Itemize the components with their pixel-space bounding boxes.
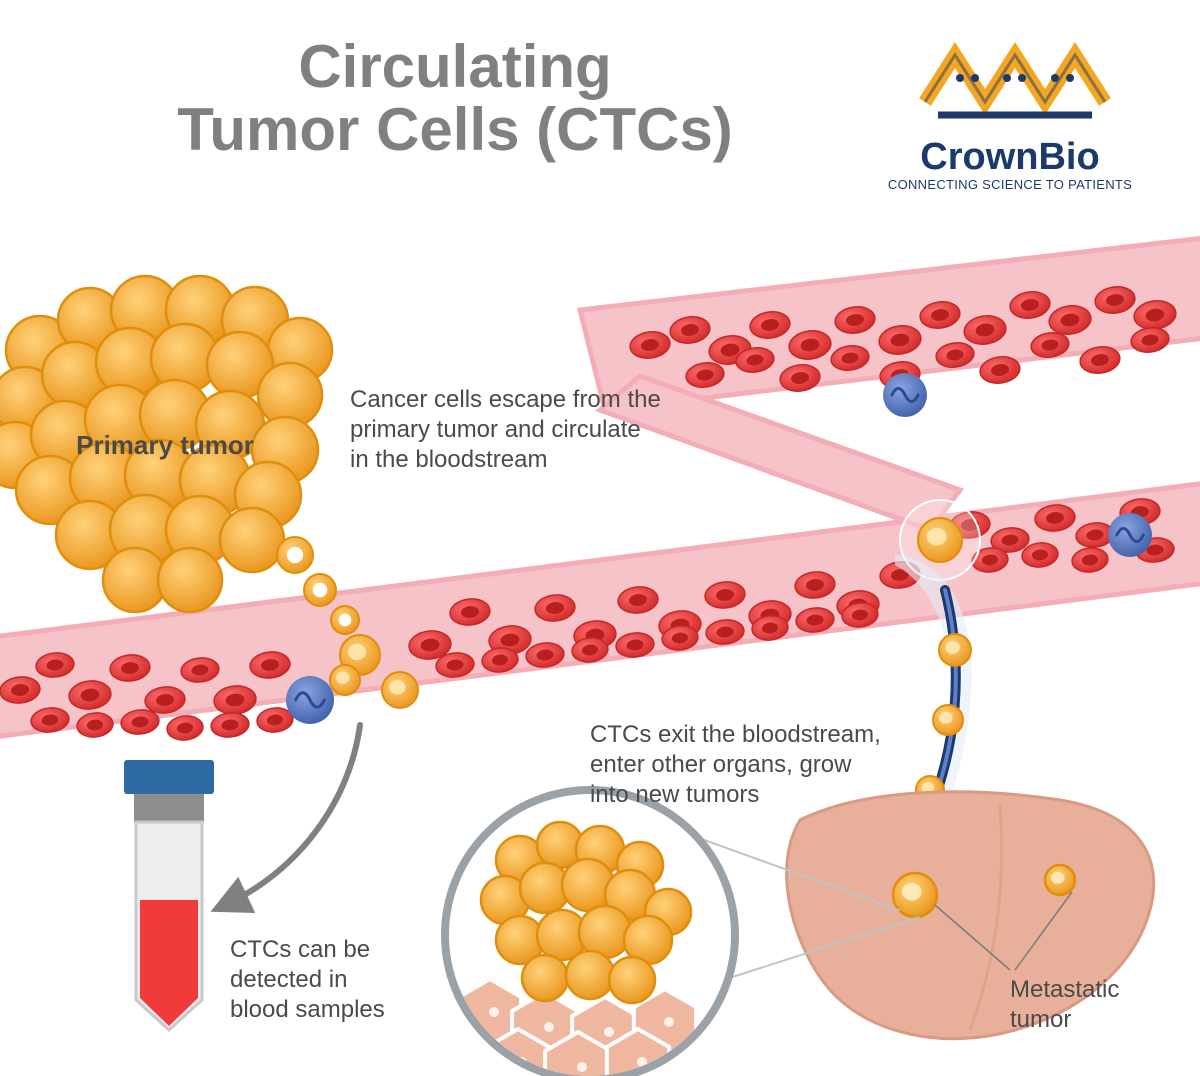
metastatic-tumor-label: Metastatictumor [1010,975,1119,1035]
caption-detect: CTCs can bedetected inblood samples [230,935,385,1025]
caption-exit: CTCs exit the bloodstream,enter other or… [590,720,881,810]
caption-escape: Cancer cells escape from theprimary tumo… [350,385,661,475]
primary-tumor-label: Primary tumor [55,430,275,461]
zoom-detail [445,790,735,1076]
infographic-stage: Circulating Tumor Cells (CTCs) CrownBio … [0,0,1200,1076]
arrow-to-tube [225,725,360,905]
diagram-canvas [0,0,1200,1076]
test-tube-icon [124,760,214,1030]
